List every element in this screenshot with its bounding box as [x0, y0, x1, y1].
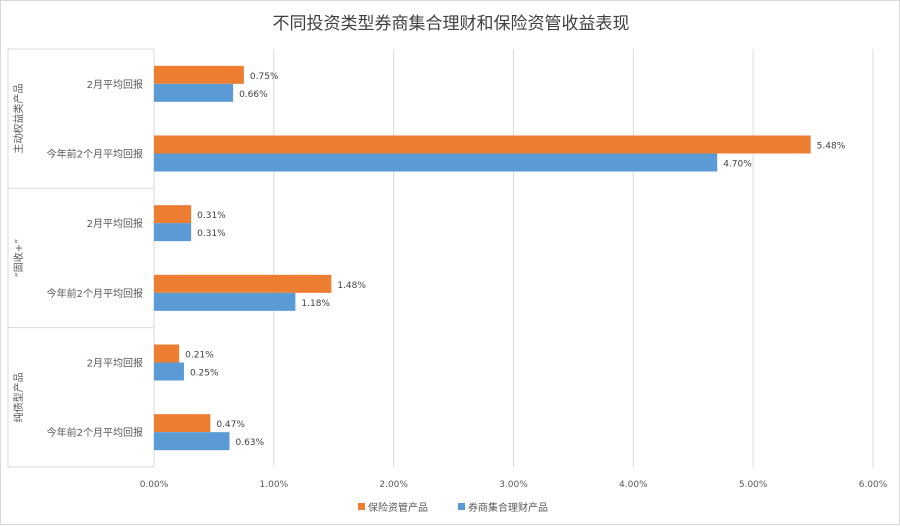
x-tick-label: 1.00% [260, 480, 289, 490]
category-label: 今年前2个月平均回报 [47, 148, 143, 161]
bar-broker [154, 153, 718, 172]
data-label: 1.18% [301, 299, 330, 309]
bar-broker [154, 362, 184, 381]
group-label: 主动权益类产品 [12, 84, 25, 154]
bar-insurance [154, 414, 211, 433]
category-label: 今年前2个月平均回报 [47, 287, 143, 300]
data-label: 1.48% [337, 281, 366, 291]
data-label: 0.75% [250, 72, 279, 82]
data-label: 0.31% [197, 211, 226, 221]
bar-insurance [154, 205, 192, 224]
legend-swatch [458, 503, 465, 510]
legend-label: 保险资管产品 [368, 501, 428, 514]
bar-broker [154, 223, 192, 242]
bar-insurance [154, 274, 332, 293]
bar-insurance [154, 135, 811, 154]
data-label: 0.63% [235, 438, 264, 448]
bar-broker [154, 432, 230, 451]
bar-insurance [154, 65, 244, 84]
x-tick-label: 3.00% [499, 480, 528, 490]
x-tick-label: 4.00% [619, 480, 648, 490]
data-label: 5.48% [817, 142, 846, 152]
data-label: 0.21% [185, 351, 214, 361]
bar-broker [154, 292, 296, 311]
bar-broker [154, 83, 234, 102]
x-tick-label: 0.00% [140, 480, 169, 490]
data-label: 4.70% [723, 160, 752, 170]
category-label: 2月平均回报 [87, 217, 143, 230]
chart-title: 不同投资类型券商集合理财和保险资管收益表现 [273, 14, 630, 34]
data-label: 0.25% [190, 369, 219, 379]
x-tick-label: 5.00% [739, 480, 768, 490]
group-label: “固收+” [12, 239, 25, 278]
data-label: 0.31% [197, 229, 226, 239]
legend-label: 券商集合理财产品 [468, 501, 548, 514]
x-tick-label: 2.00% [379, 480, 408, 490]
bar-insurance [154, 344, 180, 363]
data-label: 0.66% [239, 90, 268, 100]
x-tick-label: 6.00% [859, 480, 888, 490]
group-label: 纯债型产品 [12, 372, 25, 422]
category-label: 2月平均回报 [87, 78, 143, 91]
category-label: 今年前2个月平均回报 [47, 426, 143, 439]
data-label: 0.47% [216, 420, 245, 430]
category-label: 2月平均回报 [87, 357, 143, 370]
legend-swatch [358, 503, 365, 510]
